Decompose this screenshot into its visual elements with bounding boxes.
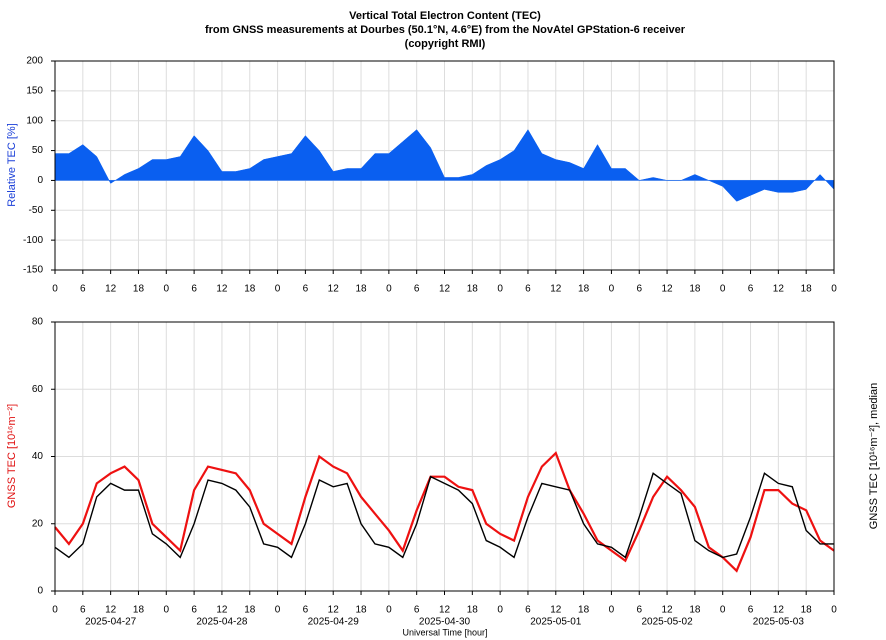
- x-tick-label: 6: [414, 605, 420, 616]
- x-tick-label: 6: [191, 605, 197, 616]
- x-tick-label: 18: [355, 605, 367, 616]
- x-tick-label: 0: [275, 605, 281, 616]
- x-tick-label: 12: [550, 605, 562, 616]
- y-tick-label: 80: [32, 317, 44, 328]
- day-label: 2025-04-30: [419, 617, 471, 628]
- x-tick-label: 0: [609, 605, 615, 616]
- x-axis-label: Universal Time [hour]: [402, 627, 487, 637]
- day-label: 2025-05-03: [753, 617, 805, 628]
- y-tick-label: -100: [23, 235, 43, 246]
- title-line: (copyright RMI): [405, 38, 486, 50]
- y2-axis-label: GNSS TEC [10¹⁶m⁻²], median: [868, 383, 880, 529]
- x-tick-label: 12: [105, 605, 117, 616]
- x-tick-label: 18: [578, 605, 590, 616]
- x-tick-label: 0: [386, 605, 392, 616]
- day-label: 2025-05-02: [641, 617, 693, 628]
- x-tick-label: 18: [467, 605, 479, 616]
- x-tick-label: 0: [497, 284, 503, 295]
- plot-frame: [54, 60, 835, 271]
- y-tick-label: 100: [26, 115, 43, 126]
- x-tick-label: 0: [497, 605, 503, 616]
- x-tick-label: 18: [689, 605, 701, 616]
- x-tick-label: 0: [164, 605, 170, 616]
- day-label: 2025-04-29: [308, 617, 360, 628]
- x-tick-label: 0: [52, 605, 58, 616]
- x-tick-label: 12: [216, 605, 228, 616]
- x-tick-label: 18: [467, 284, 479, 295]
- x-tick-label: 6: [303, 605, 309, 616]
- area: [54, 129, 835, 202]
- x-tick-label: 18: [355, 284, 367, 295]
- y-axis-label: GNSS TEC [10¹⁶m⁻²]: [6, 404, 18, 508]
- y-tick-label: 20: [32, 518, 44, 529]
- x-tick-label: 6: [80, 605, 86, 616]
- x-tick-label: 12: [439, 284, 451, 295]
- day-label: 2025-04-28: [196, 617, 248, 628]
- x-tick-label: 18: [801, 605, 813, 616]
- line: [54, 472, 834, 559]
- day-label: 2025-04-27: [85, 617, 137, 628]
- x-tick-label: 6: [748, 284, 754, 295]
- y-tick-label: 40: [32, 451, 44, 462]
- y-tick-label: 0: [37, 586, 43, 597]
- x-tick-label: 0: [164, 284, 170, 295]
- x-tick-label: 18: [244, 605, 256, 616]
- x-tick-label: 0: [609, 284, 615, 295]
- title-line: Vertical Total Electron Content (TEC): [349, 10, 541, 22]
- x-tick-label: 6: [636, 605, 642, 616]
- x-tick-label: 6: [191, 284, 197, 295]
- x-tick-label: 12: [216, 284, 228, 295]
- x-tick-label: 12: [328, 284, 340, 295]
- x-tick-label: 18: [133, 284, 145, 295]
- x-tick-label: 0: [386, 284, 392, 295]
- x-tick-label: 12: [773, 284, 785, 295]
- x-tick-label: 18: [244, 284, 256, 295]
- y-axis-label: Relative TEC [%]: [6, 123, 18, 207]
- x-tick-label: 12: [105, 284, 117, 295]
- x-tick-label: 6: [636, 284, 642, 295]
- x-tick-label: 0: [720, 605, 726, 616]
- y-tick-label: -150: [23, 265, 43, 276]
- x-tick-label: 18: [689, 284, 701, 295]
- x-tick-label: 6: [303, 284, 309, 295]
- x-tick-label: 12: [439, 605, 451, 616]
- x-tick-label: 18: [801, 284, 813, 295]
- y-tick-label: 60: [32, 384, 44, 395]
- y-tick-label: 0: [37, 175, 43, 186]
- y-tick-label: 50: [32, 145, 44, 156]
- day-label: 2025-05-01: [530, 617, 582, 628]
- x-tick-label: 0: [831, 284, 837, 295]
- x-tick-label: 0: [831, 605, 837, 616]
- x-tick-label: 18: [133, 605, 145, 616]
- x-tick-label: 12: [662, 605, 674, 616]
- line: [54, 451, 835, 573]
- x-tick-label: 0: [720, 284, 726, 295]
- x-tick-label: 18: [578, 284, 590, 295]
- y-tick-label: -50: [29, 205, 44, 216]
- y-tick-label: 150: [26, 85, 43, 96]
- title-line: from GNSS measurements at Dourbes (50.1°…: [205, 24, 686, 36]
- x-tick-label: 6: [748, 605, 754, 616]
- x-tick-label: 6: [414, 284, 420, 295]
- x-tick-label: 0: [52, 284, 58, 295]
- plot-frame: [54, 321, 835, 592]
- x-tick-label: 12: [550, 284, 562, 295]
- x-tick-label: 6: [525, 605, 531, 616]
- x-tick-label: 6: [525, 284, 531, 295]
- x-tick-label: 6: [80, 284, 86, 295]
- x-tick-label: 12: [662, 284, 674, 295]
- y-tick-label: 200: [26, 56, 43, 67]
- x-tick-label: 0: [275, 284, 281, 295]
- x-tick-label: 12: [773, 605, 785, 616]
- x-tick-label: 12: [328, 605, 340, 616]
